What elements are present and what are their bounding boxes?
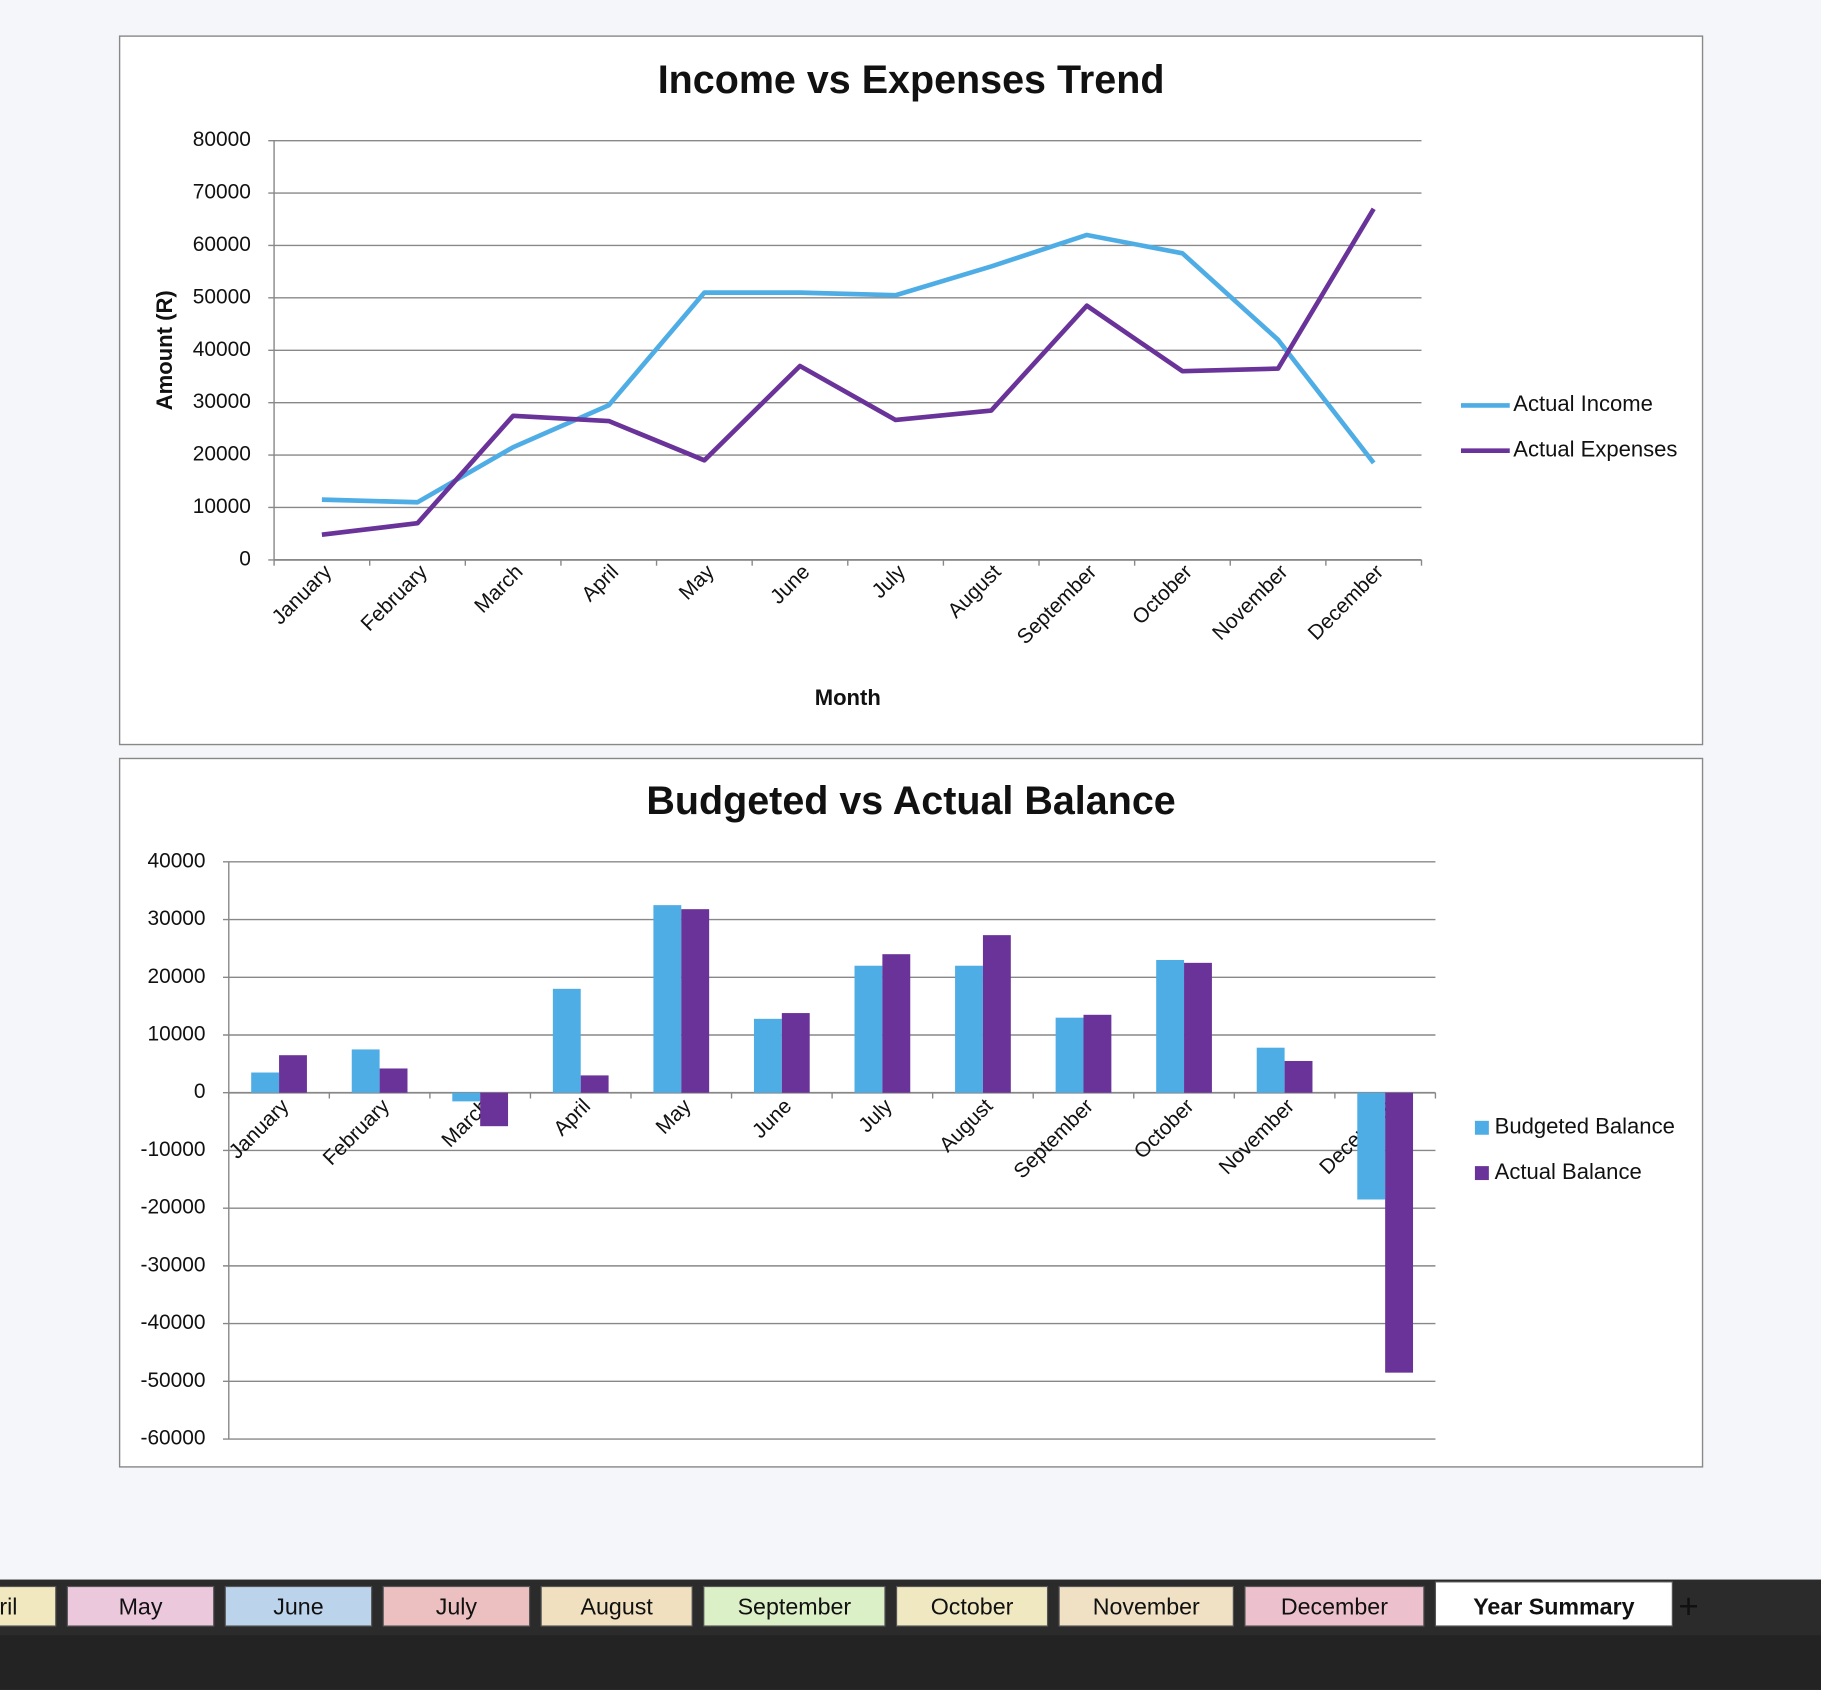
sheet-tab[interactable] [0, 1585, 57, 1627]
bar [955, 965, 983, 1093]
sheet-tab[interactable] [895, 1585, 1049, 1627]
y-tick-label: 30000 [193, 390, 251, 413]
chart-title: Budgeted vs Actual Balance [646, 779, 1175, 823]
sheet-tab[interactable] [1058, 1585, 1234, 1627]
bar [1083, 1014, 1112, 1093]
bar [681, 909, 710, 1093]
add-sheet-button[interactable]: + [1678, 1587, 1698, 1626]
y-tick-label: -50000 [140, 1369, 205, 1392]
line-series [321, 232, 1376, 505]
chart-frame [118, 35, 1704, 746]
y-axis-title: Amount (R) [152, 290, 177, 410]
bar [854, 965, 883, 1093]
legend-label: Budgeted Balance [1495, 1114, 1675, 1139]
legend-swatch [1474, 1166, 1489, 1181]
bar [1385, 1092, 1414, 1373]
y-tick-label: -10000 [140, 1138, 205, 1161]
line-series [321, 207, 1376, 538]
bar [480, 1092, 509, 1127]
status-bar [0, 1635, 1821, 1690]
sheet-tab[interactable] [224, 1585, 373, 1627]
legend-label: Actual Income [1513, 391, 1653, 416]
y-tick-label: 20000 [193, 443, 251, 466]
legend-label: Actual Balance [1495, 1159, 1642, 1184]
y-tick-label: -20000 [140, 1196, 205, 1219]
bar [1184, 962, 1212, 1093]
bar [982, 935, 1011, 1093]
sheet-tab-label[interactable]: November [1093, 1594, 1200, 1620]
sheet-tab-label[interactable]: Year Summary [1473, 1594, 1634, 1620]
sheet-tab-label[interactable]: May [119, 1594, 163, 1620]
sheet-tab[interactable] [382, 1585, 531, 1627]
y-tick-label: 40000 [147, 849, 205, 872]
y-tick-label: -30000 [140, 1253, 205, 1276]
bar [1357, 1092, 1386, 1200]
y-tick-label: 10000 [193, 495, 251, 518]
bar [279, 1055, 307, 1093]
y-tick-label: 40000 [193, 338, 251, 361]
bar [251, 1072, 280, 1093]
bar [653, 905, 682, 1093]
y-tick-label: 0 [239, 547, 251, 570]
bar [882, 954, 911, 1093]
bar [452, 1092, 481, 1102]
sheet-tab-label[interactable]: October [931, 1594, 1014, 1620]
y-tick-label: 80000 [193, 128, 251, 151]
y-tick-label: -60000 [140, 1427, 205, 1450]
y-tick-label: 10000 [147, 1023, 205, 1046]
bar [753, 1018, 782, 1093]
bar [580, 1075, 609, 1093]
bar [552, 988, 581, 1093]
sheet-tab[interactable] [66, 1585, 215, 1627]
y-tick-label: 50000 [193, 285, 251, 308]
sheet-tab-label[interactable]: December [1281, 1594, 1388, 1620]
bar [1055, 1017, 1084, 1093]
chart-frame [118, 757, 1704, 1468]
sheet-tab[interactable] [703, 1585, 886, 1627]
chart-title: Income vs Expenses Trend [658, 58, 1165, 102]
sheet-tab-label[interactable]: July [436, 1594, 478, 1620]
bar [1256, 1047, 1285, 1093]
y-tick-label: -40000 [140, 1311, 205, 1334]
bar [1284, 1060, 1313, 1093]
sheet-tab-label[interactable]: April [0, 1594, 17, 1620]
y-tick-label: 0 [194, 1080, 206, 1103]
bar [1156, 959, 1185, 1093]
y-tick-label: 30000 [147, 907, 205, 930]
x-axis-title: Month [815, 685, 881, 710]
bar [379, 1068, 408, 1093]
bar [781, 1013, 810, 1093]
sheet-tab[interactable] [1244, 1585, 1425, 1627]
legend-swatch [1474, 1120, 1489, 1135]
sheet-tab-label[interactable]: September [738, 1594, 852, 1620]
sheet-tab[interactable] [540, 1585, 693, 1627]
sheet-tab-label[interactable]: August [581, 1594, 654, 1620]
y-tick-label: 60000 [193, 233, 251, 256]
legend-label: Actual Expenses [1513, 437, 1677, 462]
y-tick-label: 70000 [193, 181, 251, 204]
bar [351, 1049, 380, 1093]
y-tick-label: 20000 [147, 965, 205, 988]
sheet-tab[interactable] [1434, 1581, 1673, 1627]
sheet-tab-label[interactable]: June [273, 1594, 323, 1620]
